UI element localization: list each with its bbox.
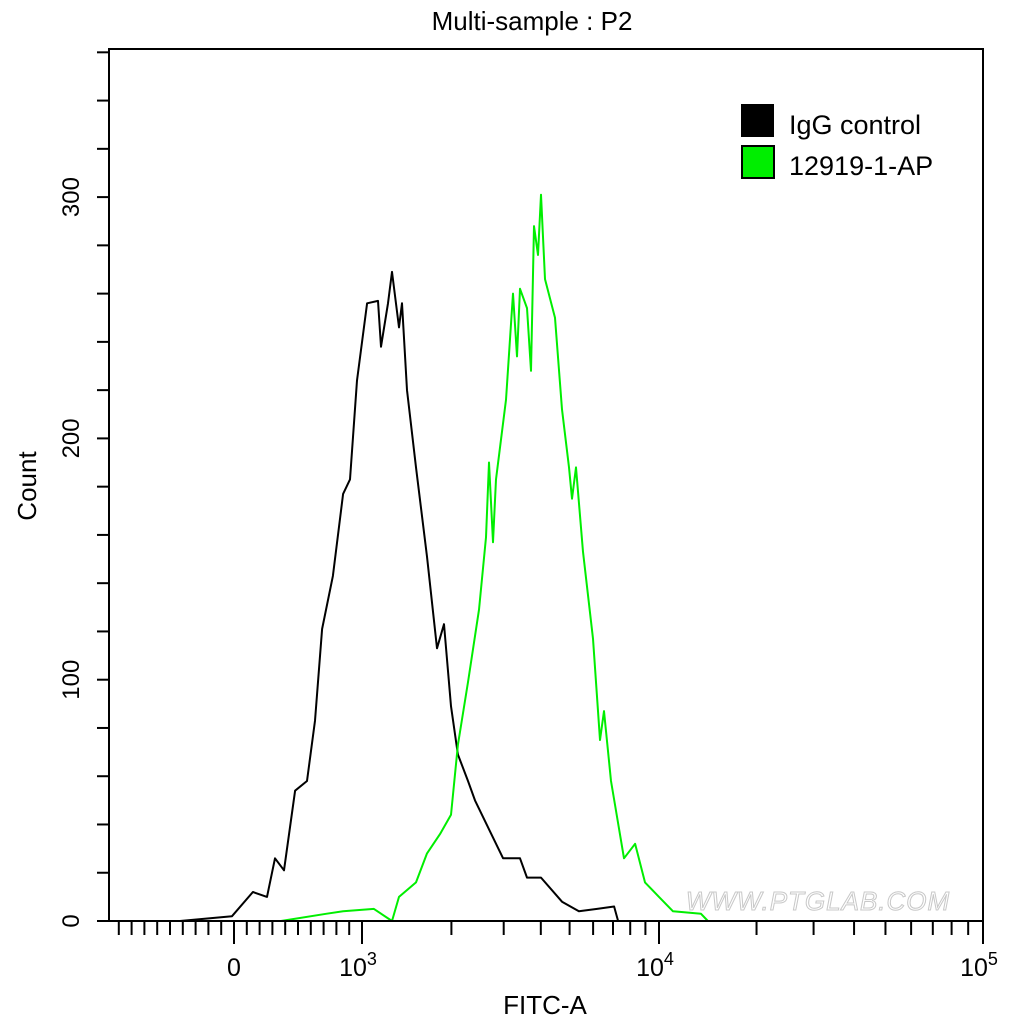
legend: IgG control 12919-1-AP: [741, 104, 933, 181]
series-line-0: [179, 270, 620, 922]
series-layer: [179, 193, 709, 922]
x-tick-label-base: 10: [339, 954, 367, 982]
x-tick-label-base: 10: [960, 954, 988, 982]
x-tick-label-base: 0: [227, 954, 241, 982]
x-tick-label: 105: [960, 949, 998, 982]
y-axis: 0 100 200 300: [58, 51, 109, 928]
x-tick-label-base: 10: [636, 954, 664, 982]
x-tick-label: 103: [339, 949, 377, 982]
legend-swatch-igg-control: [741, 104, 774, 137]
y-tick-label: 200: [58, 418, 85, 458]
watermark: WWW.PTGLAB.COM: [686, 886, 950, 916]
x-tick-label: 104: [636, 949, 674, 982]
chart-title: Multi-sample : P2: [432, 6, 633, 36]
series-line-1: [280, 193, 709, 922]
x-tick-label-exponent: 4: [664, 949, 674, 969]
x-axis: 0 103 104 105: [117, 921, 998, 982]
y-tick-label: 0: [58, 914, 85, 927]
x-tick-label-exponent: 3: [367, 949, 377, 969]
x-axis-label: FITC-A: [503, 990, 587, 1020]
y-axis-label: Count: [12, 451, 42, 521]
legend-label-12919-1-ap: 12919-1-AP: [789, 151, 933, 181]
legend-label-igg-control: IgG control: [789, 110, 921, 140]
x-tick-label: 0: [227, 954, 241, 982]
plot-frame: [108, 48, 984, 922]
legend-swatch-12919-1-ap: [741, 145, 775, 179]
x-tick-label-exponent: 5: [988, 949, 998, 969]
y-tick-label: 100: [58, 660, 85, 700]
y-tick-label: 300: [58, 177, 85, 217]
